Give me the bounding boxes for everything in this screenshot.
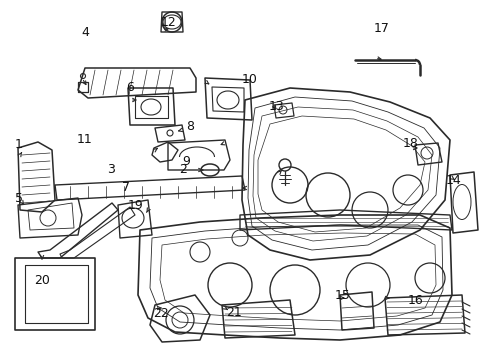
Text: 3: 3 — [107, 163, 115, 176]
Text: 1: 1 — [15, 138, 22, 150]
Text: 13: 13 — [268, 100, 284, 113]
Text: 7: 7 — [122, 181, 130, 194]
Text: 14: 14 — [445, 174, 461, 186]
Text: 16: 16 — [407, 294, 423, 307]
Text: 18: 18 — [402, 137, 418, 150]
Text: 12: 12 — [161, 16, 176, 29]
Text: 11: 11 — [76, 133, 92, 146]
Text: 15: 15 — [334, 289, 349, 302]
Text: 2: 2 — [179, 163, 187, 176]
Text: 9: 9 — [182, 155, 189, 168]
Text: 20: 20 — [34, 274, 49, 287]
Text: 5: 5 — [15, 192, 22, 204]
Text: 21: 21 — [225, 306, 241, 319]
Text: 19: 19 — [128, 199, 143, 212]
Text: 10: 10 — [241, 73, 257, 86]
Text: 4: 4 — [81, 26, 89, 39]
Text: 6: 6 — [125, 81, 133, 94]
Text: 8: 8 — [185, 120, 193, 132]
Text: 17: 17 — [373, 22, 388, 35]
Text: 22: 22 — [153, 307, 169, 320]
